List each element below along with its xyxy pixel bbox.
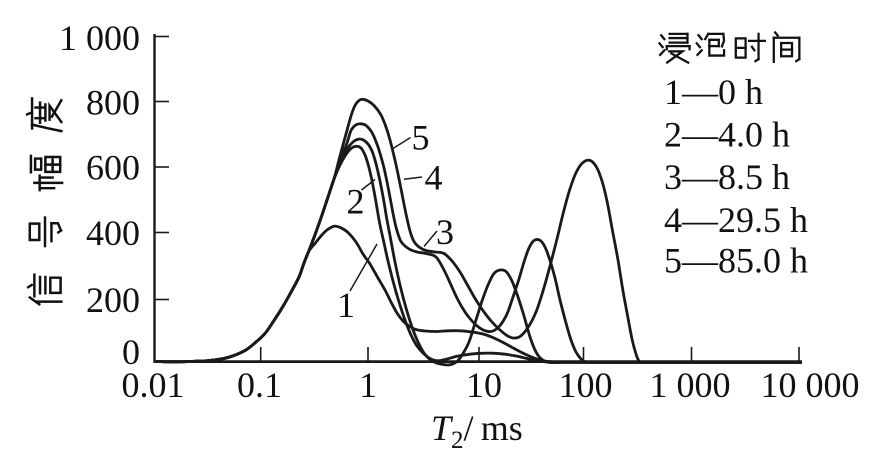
svg-text:400: 400 xyxy=(86,213,140,253)
svg-text:1—0 h: 1—0 h xyxy=(664,72,763,112)
svg-text:2: 2 xyxy=(347,182,365,222)
svg-text:200: 200 xyxy=(86,280,140,320)
svg-text:600: 600 xyxy=(86,148,140,188)
svg-text:4—29.5 h: 4—29.5 h xyxy=(664,200,808,240)
svg-text:1 000: 1 000 xyxy=(650,365,731,405)
svg-text:2—4.0 h: 2—4.0 h xyxy=(664,115,790,155)
svg-text:5—85.0 h: 5—85.0 h xyxy=(664,241,808,281)
svg-text:100: 100 xyxy=(559,365,613,405)
svg-text:1: 1 xyxy=(337,285,355,325)
svg-text:4: 4 xyxy=(425,158,443,198)
svg-text:10: 10 xyxy=(466,365,502,405)
svg-text:0.01: 0.01 xyxy=(122,365,185,405)
svg-text:800: 800 xyxy=(86,83,140,123)
svg-text:0.1: 0.1 xyxy=(237,365,282,405)
svg-text:1 000: 1 000 xyxy=(59,18,140,58)
svg-text:T2/ ms: T2/ ms xyxy=(431,408,523,454)
svg-text:10 000: 10 000 xyxy=(761,365,860,405)
svg-text:3—8.5 h: 3—8.5 h xyxy=(664,157,790,197)
svg-text:1: 1 xyxy=(359,365,377,405)
svg-text:3: 3 xyxy=(436,212,454,252)
svg-text:0: 0 xyxy=(122,332,140,372)
svg-text:5: 5 xyxy=(412,118,430,158)
